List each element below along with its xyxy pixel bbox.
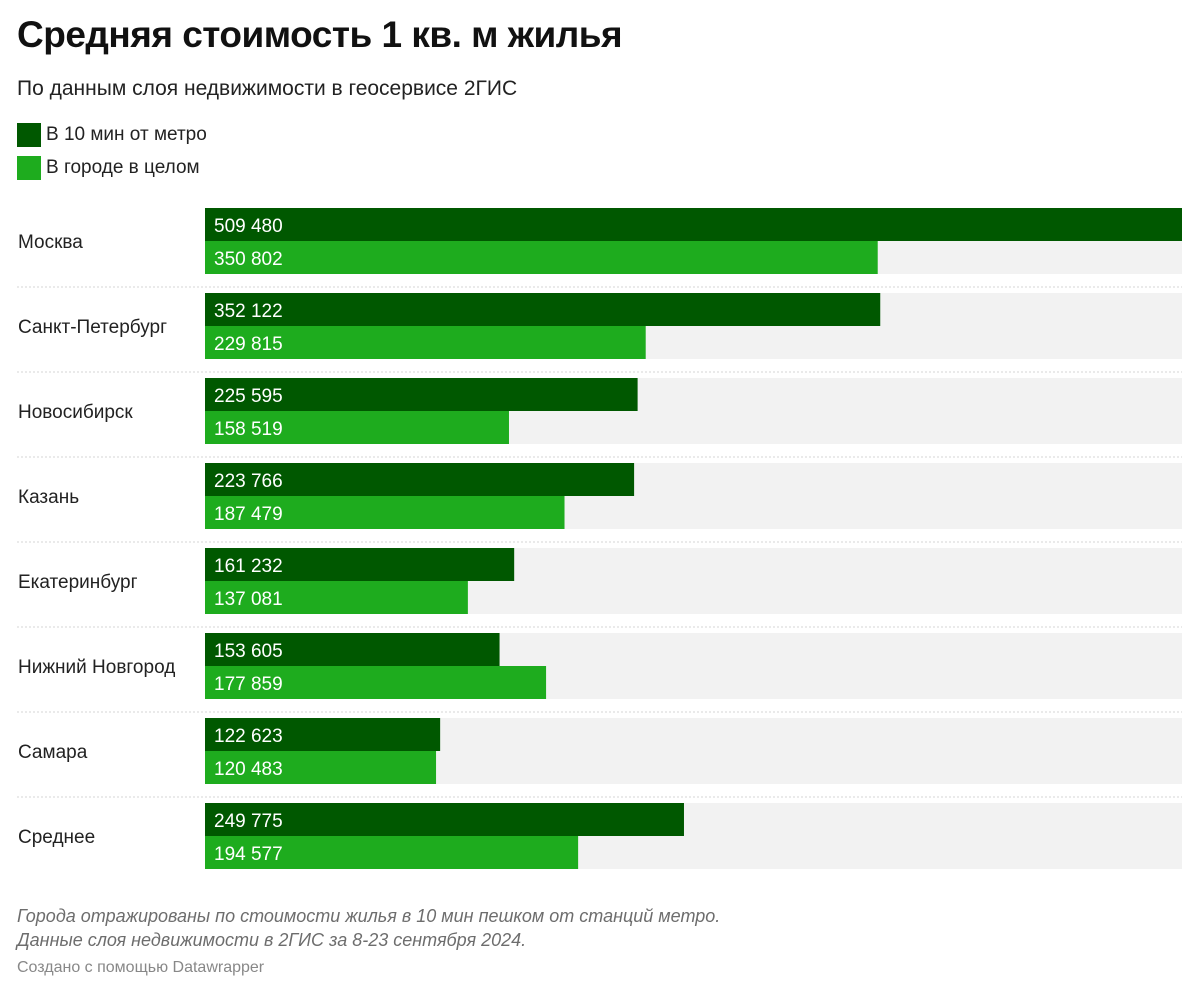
chart-notes: Города отражированы по стоимости жилья в…	[17, 904, 720, 952]
chart-title: Средняя стоимость 1 кв. м жилья	[17, 14, 623, 55]
legend-item-city: В городе в целом	[17, 156, 207, 180]
value-label-metro: 509 480	[214, 216, 283, 237]
category-label: Нижний Новгород	[18, 657, 175, 678]
category-label: Санкт-Петербург	[18, 317, 167, 338]
legend: В 10 мин от метро В городе в целом	[17, 123, 207, 189]
category-label: Екатеринбург	[18, 572, 138, 593]
legend-swatch-metro	[17, 123, 41, 147]
legend-swatch-city	[17, 156, 41, 180]
category-label: Москва	[18, 232, 83, 253]
chart-subtitle: По данным слоя недвижимости в геосервисе…	[17, 77, 518, 100]
category-label: Самара	[18, 742, 88, 763]
note-line-2: Данные слоя недвижимости в 2ГИС за 8-23 …	[17, 930, 527, 950]
value-label-city: 194 577	[214, 844, 283, 865]
bar-city	[205, 411, 509, 444]
bar-metro	[205, 633, 500, 666]
bar-metro	[205, 378, 638, 411]
bar-metro	[205, 463, 635, 496]
credit-line: Создано с помощью Datawrapper	[17, 959, 265, 976]
bar-city	[205, 496, 565, 529]
value-label-metro: 153 605	[214, 641, 283, 662]
bar-metro	[205, 548, 515, 581]
value-label-metro: 249 775	[214, 811, 283, 832]
value-label-metro: 225 595	[214, 386, 283, 407]
value-label-metro: 122 623	[214, 726, 283, 747]
bar-metro	[205, 718, 441, 751]
legend-item-metro: В 10 мин от метро	[17, 123, 207, 147]
bar-city	[205, 581, 468, 614]
value-label-metro: 352 122	[214, 301, 283, 322]
bar-city	[205, 836, 579, 869]
value-label-city: 350 802	[214, 249, 283, 270]
bar-city	[205, 241, 878, 274]
value-label-city: 177 859	[214, 674, 283, 695]
bar-metro	[205, 803, 684, 836]
bar-chart: Москва 509 480 350 802 Санкт-Петербург 352 1…	[17, 208, 1182, 869]
legend-label-city: В городе в целом	[46, 157, 200, 178]
value-label-metro: 161 232	[214, 556, 283, 577]
value-label-city: 137 081	[214, 589, 283, 610]
value-label-metro: 223 766	[214, 471, 283, 492]
category-label: Казань	[18, 487, 79, 508]
value-label-city: 187 479	[214, 504, 283, 525]
bar-city	[205, 751, 437, 784]
category-label: Среднее	[18, 827, 95, 848]
value-label-city: 158 519	[214, 419, 283, 440]
bar-metro	[205, 293, 881, 326]
bar-city	[205, 666, 547, 699]
value-label-city: 120 483	[214, 759, 283, 780]
bar-metro	[205, 208, 1182, 241]
value-label-city: 229 815	[214, 334, 283, 355]
category-label: Новосибирск	[18, 402, 133, 423]
bar-city	[205, 326, 646, 359]
legend-label-metro: В 10 мин от метро	[46, 124, 207, 145]
note-line-1: Города отражированы по стоимости жилья в…	[17, 906, 721, 926]
